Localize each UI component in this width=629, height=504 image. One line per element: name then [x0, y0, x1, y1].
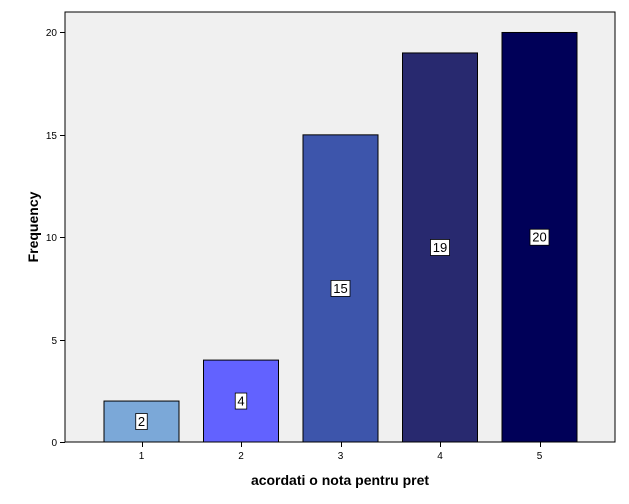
data-label: 15 — [333, 281, 347, 296]
data-label: 2 — [138, 414, 145, 429]
data-label-box — [135, 413, 148, 430]
data-labels-group: 2 4 15 19 20 — [135, 228, 550, 430]
x-axis-ticks: 1 2 3 4 5 — [139, 442, 543, 462]
y-tick-label: 10 — [46, 233, 58, 244]
data-label-box — [234, 392, 248, 410]
x-tick-label: 3 — [338, 451, 344, 462]
data-label-box — [430, 239, 450, 256]
data-label: 19 — [433, 240, 447, 255]
x-tick-label: 5 — [537, 451, 543, 462]
data-label-box — [529, 228, 550, 246]
x-tick-label: 1 — [139, 451, 145, 462]
y-axis-ticks: 0 5 10 15 20 — [46, 28, 65, 449]
x-tick-label: 2 — [238, 451, 244, 462]
y-tick-label: 5 — [51, 336, 57, 347]
y-tick-label: 15 — [46, 131, 58, 142]
y-tick-label: 20 — [46, 28, 58, 39]
data-label: 4 — [237, 394, 244, 409]
y-axis-title: Frequency — [25, 191, 41, 262]
x-tick-label: 4 — [437, 451, 443, 462]
data-label: 20 — [532, 230, 546, 245]
x-axis-title: acordati o nota pentru pret — [251, 472, 429, 488]
y-tick-label: 0 — [51, 438, 57, 449]
data-label-box — [330, 280, 351, 297]
